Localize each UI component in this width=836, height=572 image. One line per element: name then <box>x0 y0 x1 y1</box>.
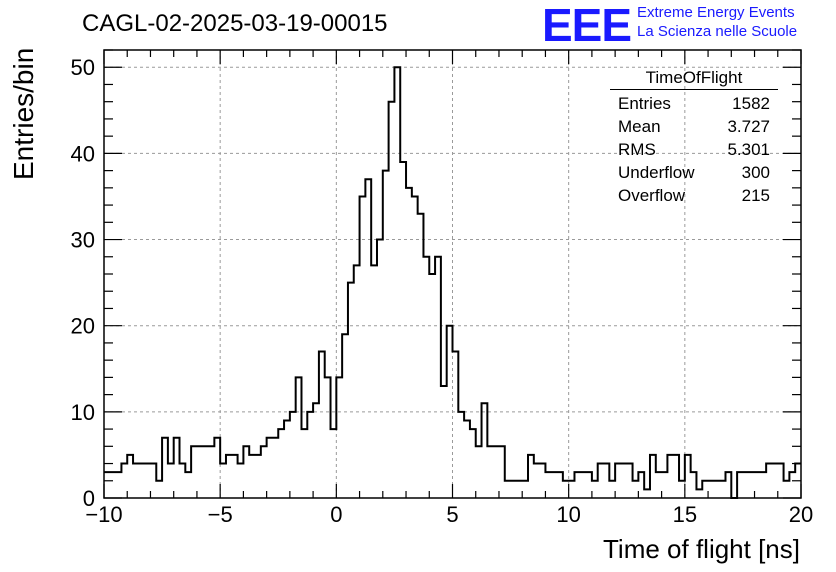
chart-title: CAGL-02-2025-03-19-00015 <box>82 10 388 37</box>
stats-label: Underflow <box>618 163 695 182</box>
x-tick-label: −5 <box>208 502 233 527</box>
y-tick-label: 40 <box>71 141 95 166</box>
x-tick-label: 15 <box>673 502 697 527</box>
stats-value: 1582 <box>732 94 770 113</box>
histogram-series <box>104 66 801 499</box>
stats-row-entries: Entries 1582 <box>610 92 778 115</box>
x-tick-label: −10 <box>85 502 122 527</box>
stats-value: 300 <box>741 163 770 182</box>
logo-line-1: Extreme Energy Events <box>637 4 795 21</box>
y-tick-label: 30 <box>71 228 95 253</box>
stats-label: RMS <box>618 140 656 159</box>
stats-row-overflow: Overflow 215 <box>610 184 778 207</box>
y-tick-label: 0 <box>83 486 95 511</box>
stats-title: TimeOfFlight <box>610 68 778 90</box>
eee-logo: EEE <box>542 0 632 51</box>
stats-value: 3.727 <box>727 117 770 136</box>
stats-value: 215 <box>741 186 770 205</box>
y-tick-label: 10 <box>71 400 95 425</box>
x-tick-label: 20 <box>789 502 813 527</box>
x-tick-label: 5 <box>446 502 458 527</box>
logo-caption: Extreme Energy Events La Scienza nelle S… <box>637 3 797 41</box>
stats-label: Entries <box>618 94 671 113</box>
x-tick-label: 0 <box>330 502 342 527</box>
x-axis-label: Time of flight [ns] <box>603 534 800 564</box>
y-tick-label: 50 <box>71 55 95 80</box>
y-axis-label: Entries/bin <box>8 47 39 180</box>
x-tick-label: 10 <box>556 502 580 527</box>
logo-line-2: La Scienza nelle Scuole <box>637 23 798 40</box>
stats-value: 5.301 <box>727 140 770 159</box>
stats-label: Mean <box>618 117 661 136</box>
stats-row-mean: Mean 3.727 <box>610 115 778 138</box>
stats-row-rms: RMS 5.301 <box>610 138 778 161</box>
stats-row-underflow: Underflow 300 <box>610 161 778 184</box>
stats-box: TimeOfFlight Entries 1582 Mean 3.727 RMS… <box>610 68 778 207</box>
y-tick-label: 20 <box>71 314 95 339</box>
stats-label: Overflow <box>618 186 686 205</box>
